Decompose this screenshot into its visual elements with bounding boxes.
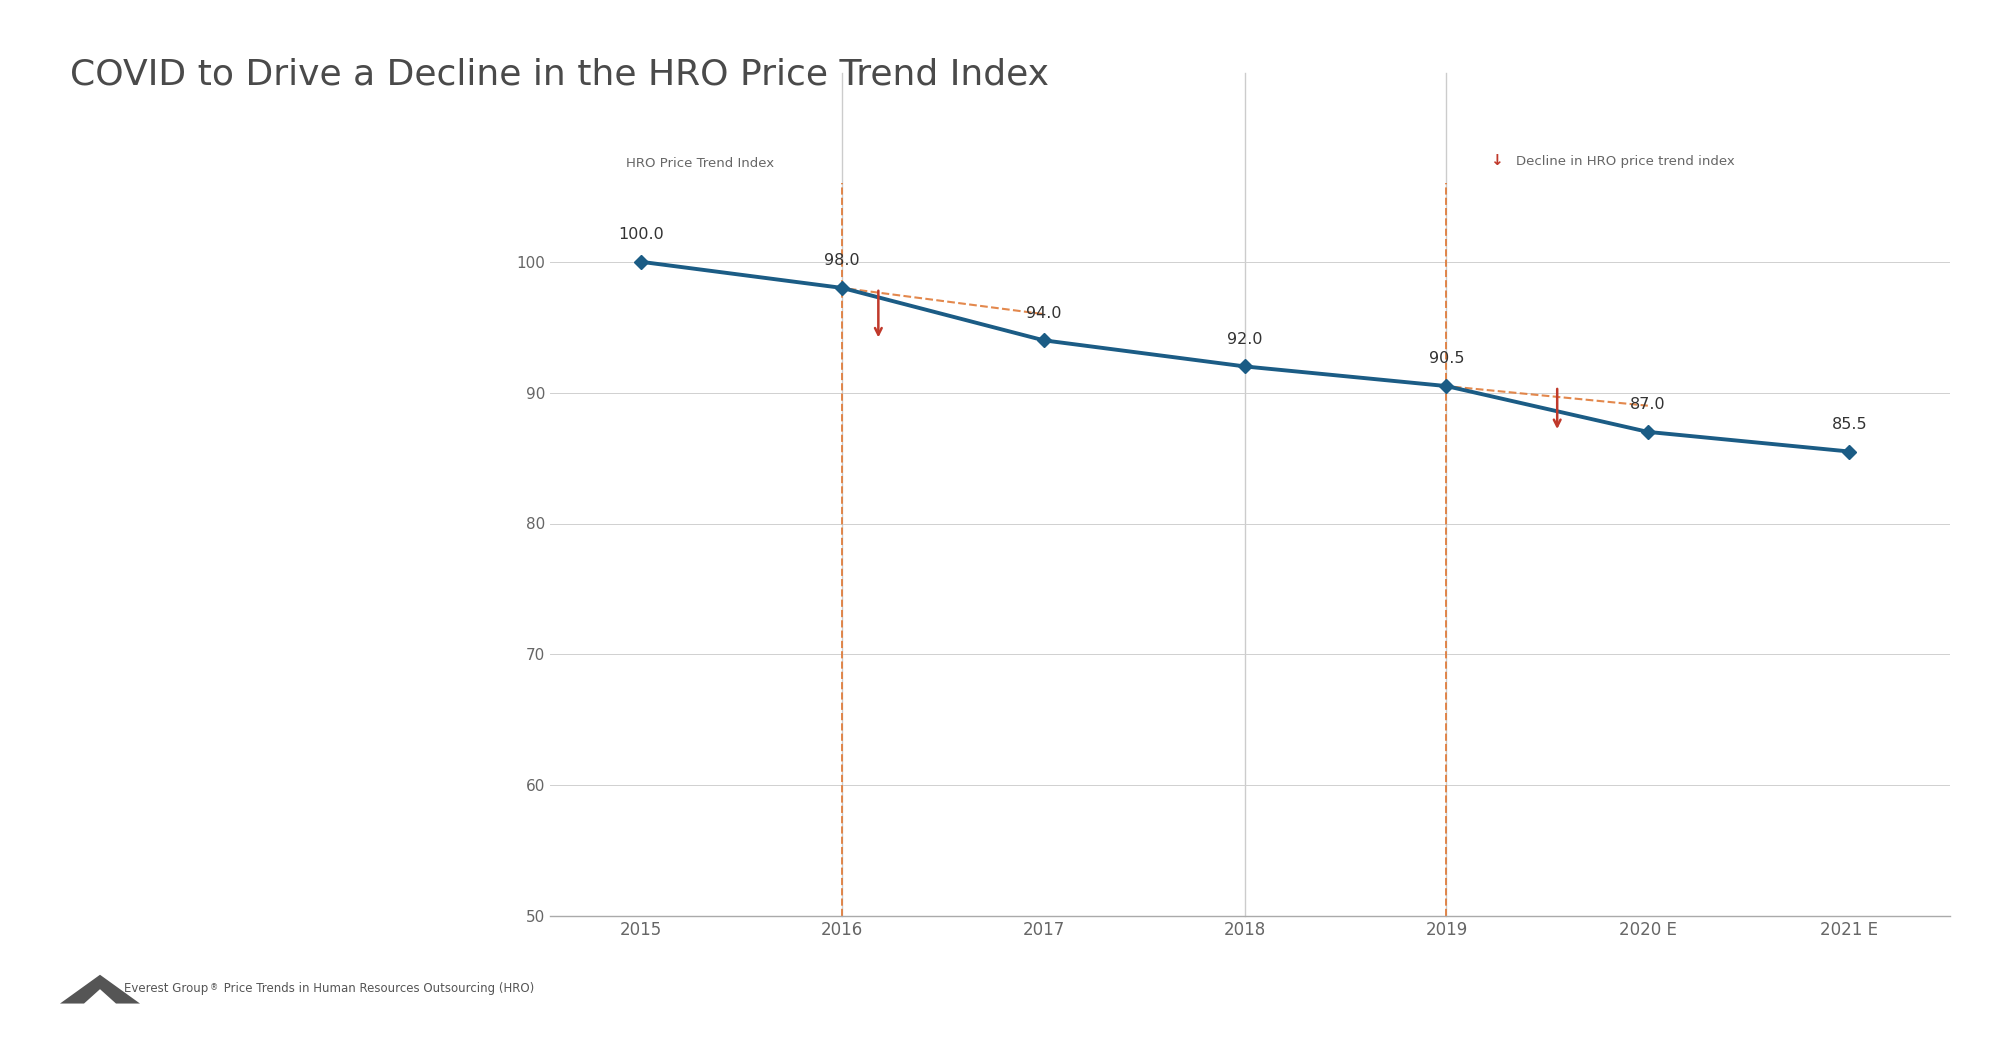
Text: ↓: ↓ — [1490, 153, 1502, 168]
Text: 94.0: 94.0 — [1026, 306, 1062, 320]
Text: Price Trends in Human Resources Outsourcing (HRO): Price Trends in Human Resources Outsourc… — [220, 982, 534, 995]
Text: COVID to Drive a Decline in the HRO Price Trend Index: COVID to Drive a Decline in the HRO Pric… — [70, 58, 1048, 91]
Text: ®: ® — [210, 983, 218, 993]
Text: Everest Group: Everest Group — [124, 982, 208, 995]
Text: However, the price decline may be offset in the
future by increased adoption of : However, the price decline may be offset… — [96, 668, 422, 722]
Text: 85.5: 85.5 — [1832, 417, 1868, 431]
Text: The HRO price trend index (deal price trend
indexed to 100) declined in 2020 due: The HRO price trend index (deal price tr… — [96, 340, 414, 477]
Text: 100.0: 100.0 — [618, 227, 664, 242]
Text: 92.0: 92.0 — [1228, 332, 1262, 347]
Text: 90.5: 90.5 — [1428, 352, 1464, 366]
Text: HRO Price Trend Index: HRO Price Trend Index — [626, 157, 774, 170]
Text: Decline in HRO price trend index: Decline in HRO price trend index — [1516, 155, 1734, 168]
Text: 87.0: 87.0 — [1630, 397, 1666, 413]
Text: 98.0: 98.0 — [824, 253, 860, 268]
Polygon shape — [60, 975, 140, 1003]
